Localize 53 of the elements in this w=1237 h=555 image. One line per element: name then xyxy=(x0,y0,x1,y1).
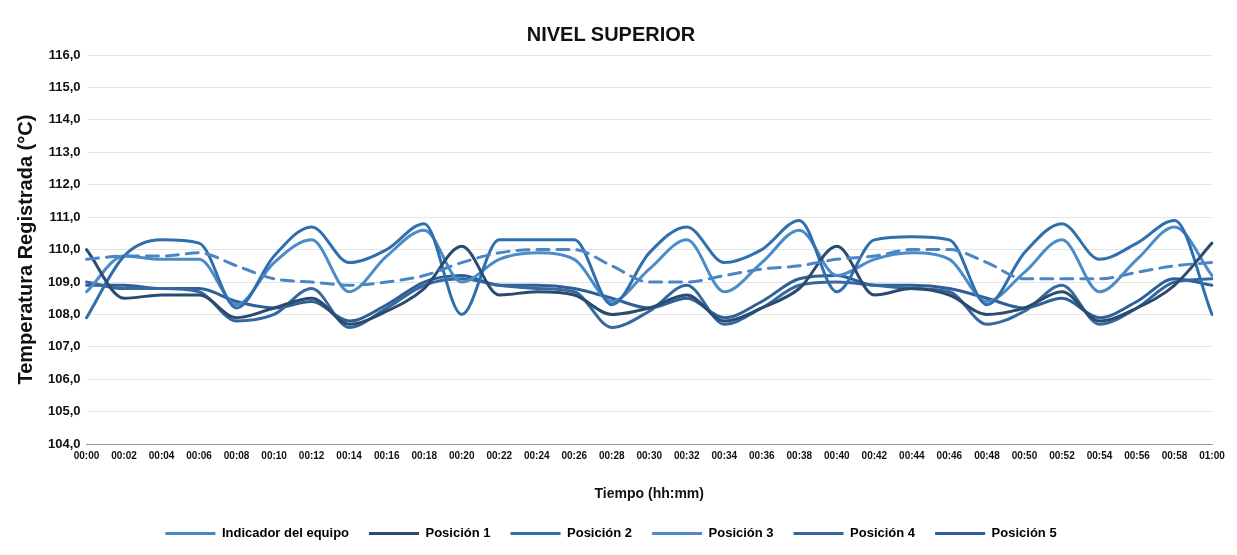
y-tick-label: 107,0 xyxy=(47,338,81,354)
x-tick-label: 00:44 xyxy=(899,449,926,461)
x-tick-label: 00:58 xyxy=(1161,449,1188,461)
x-tick-label: 00:28 xyxy=(598,449,625,461)
legend-label: Posición 2 xyxy=(567,525,633,541)
y-tick-label: 116,0 xyxy=(48,46,81,62)
x-tick-label: 00:54 xyxy=(1086,449,1113,461)
y-tick-label: 115,0 xyxy=(48,79,81,95)
x-tick-label: 00:10 xyxy=(261,449,288,461)
x-tick-label: 00:56 xyxy=(1124,449,1151,461)
x-tick-label: 00:24 xyxy=(523,449,550,461)
x-tick-label: 00:04 xyxy=(148,449,175,461)
x-tick-label: 00:52 xyxy=(1049,449,1076,461)
legend-label: Posición 5 xyxy=(991,525,1057,541)
y-tick-label: 113,0 xyxy=(48,143,81,159)
x-tick-label: 00:06 xyxy=(186,449,213,461)
x-tick-label: 00:32 xyxy=(673,449,701,461)
legend-label: Posición 3 xyxy=(708,525,774,541)
y-tick-label: 104,0 xyxy=(47,435,81,451)
x-tick-label: 00:14 xyxy=(336,449,363,461)
x-tick-label: 00:30 xyxy=(636,449,663,461)
x-tick-label: 00:26 xyxy=(561,449,588,461)
y-tick-label: 109,0 xyxy=(47,273,81,289)
x-tick-label: 01:00 xyxy=(1199,449,1226,461)
legend-label: Posición 4 xyxy=(850,525,916,541)
x-tick-label: 00:48 xyxy=(974,449,1001,461)
x-axis-title: Tiempo (hh:mm) xyxy=(594,485,704,502)
x-tick-label: 00:36 xyxy=(749,449,776,461)
legend-label: Posición 1 xyxy=(425,525,491,541)
y-tick-label: 108,0 xyxy=(47,306,81,322)
x-tick-label: 00:02 xyxy=(111,449,138,461)
x-tick-label: 00:42 xyxy=(861,449,888,461)
chart-title: NIVEL SUPERIOR xyxy=(526,22,696,45)
x-tick-label: 00:38 xyxy=(786,449,813,461)
y-axis-title: Temperatura Registrada (°C) xyxy=(13,114,36,385)
legend-label: Indicador del equipo xyxy=(221,525,350,541)
x-tick-label: 00:22 xyxy=(486,449,513,461)
x-tick-label: 00:18 xyxy=(411,449,438,461)
x-tick-label: 00:34 xyxy=(711,449,738,461)
y-tick-label: 112,0 xyxy=(48,176,81,192)
y-tick-label: 110,0 xyxy=(48,241,81,257)
y-tick-label: 105,0 xyxy=(47,403,81,419)
y-tick-label: 106,0 xyxy=(47,370,81,386)
x-tick-label: 00:20 xyxy=(448,449,475,461)
x-tick-label: 00:16 xyxy=(373,449,400,461)
x-tick-label: 00:12 xyxy=(298,449,325,461)
x-tick-label: 00:40 xyxy=(824,449,851,461)
x-tick-label: 00:46 xyxy=(936,449,963,461)
x-tick-label: 00:08 xyxy=(223,449,250,461)
x-tick-label: 00:00 xyxy=(73,449,100,461)
y-tick-label: 114,0 xyxy=(48,111,81,127)
y-tick-label: 111,0 xyxy=(49,208,81,224)
x-tick-label: 00:50 xyxy=(1011,449,1038,461)
